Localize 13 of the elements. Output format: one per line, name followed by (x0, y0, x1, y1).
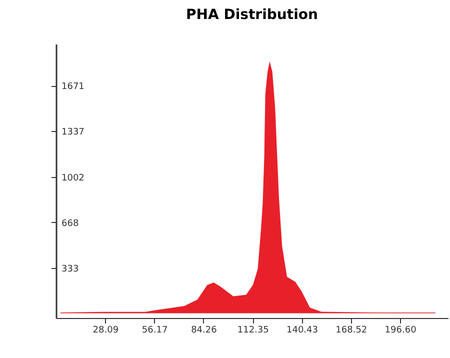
y-tick-label: 333 (62, 264, 79, 274)
y-tick-label: 1337 (62, 128, 84, 138)
x-tick-label: 196.60 (384, 326, 417, 336)
x-tick-label: 56.17 (142, 326, 168, 336)
x-tick-label: 140.43 (286, 326, 318, 336)
y-tick-label: 668 (62, 218, 79, 229)
x-tick-label: 28.09 (92, 326, 119, 336)
x-tick-label: 168.52 (336, 326, 368, 336)
chart-title: PHA Distribution (186, 7, 318, 23)
x-tick-label: 84.26 (191, 326, 218, 336)
y-tick-label: 1002 (62, 173, 84, 184)
x-tick-label: 112.35 (237, 326, 269, 336)
y-tick-label: 1671 (62, 82, 84, 92)
